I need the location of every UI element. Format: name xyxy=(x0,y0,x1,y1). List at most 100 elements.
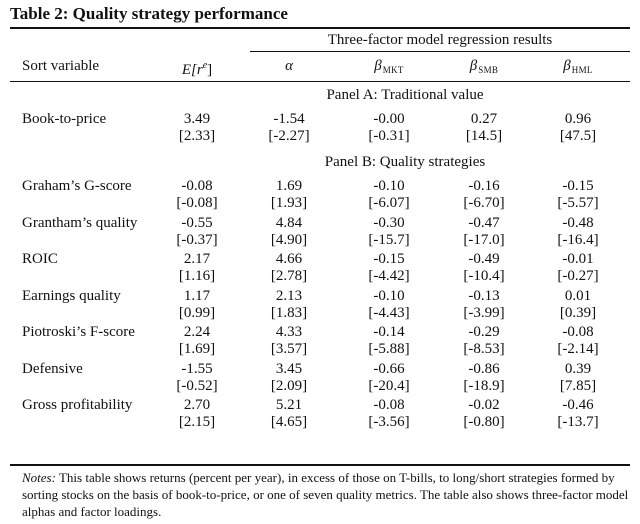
table-cell-value: 2.24 xyxy=(183,324,211,340)
row-label: Earnings quality xyxy=(22,287,121,304)
table-cell-tstat: [-4.42] xyxy=(368,268,410,284)
table-cell-value: -0.86 xyxy=(468,360,500,377)
table-cell-tstat: [4.90] xyxy=(270,231,308,248)
table-cell-value: 0.39 xyxy=(564,360,592,377)
table-cell-tstat: [-17.0] xyxy=(463,231,505,248)
table-cell-value: 1.69 xyxy=(275,178,303,194)
header-rule xyxy=(10,81,630,82)
table-cell-value: -0.10 xyxy=(373,287,405,304)
row-label: Gross profitability xyxy=(22,397,133,413)
table-cell-tstat: [-0.27] xyxy=(557,268,599,284)
table-cell-value: 1.17 xyxy=(183,287,211,304)
table-cell-tstat: [-2.27] xyxy=(268,128,310,144)
table-cell-tstat: [-6.07] xyxy=(368,195,410,211)
table-cell-value: -0.00 xyxy=(373,111,405,127)
table-cell-tstat: [-3.99] xyxy=(463,304,505,321)
table-cell-value: -0.66 xyxy=(373,360,405,377)
beta-mkt-header: βMKT xyxy=(374,58,404,75)
table-cell-tstat: [-6.70] xyxy=(463,195,505,211)
table-cell-value: 3.49 xyxy=(183,111,211,127)
table-cell-tstat: [-10.4] xyxy=(463,268,505,284)
table-cell-value: 5.21 xyxy=(275,397,303,413)
table-cell-value: 0.01 xyxy=(564,287,592,304)
notes-label: Notes: xyxy=(22,470,56,485)
table-cell-tstat: [-0.08] xyxy=(176,195,218,211)
table-cell-value: 2.17 xyxy=(183,251,211,267)
table-cell-tstat: [1.93] xyxy=(270,195,308,211)
table-cell-value: -0.46 xyxy=(562,397,594,413)
table-cell-tstat: [-0.80] xyxy=(463,414,505,430)
table-cell-tstat: [2.15] xyxy=(178,414,216,430)
sort-variable-header: Sort variable xyxy=(22,58,100,74)
table-cell-value: -0.48 xyxy=(562,214,594,231)
table-cell-value: -0.15 xyxy=(562,178,594,194)
table-cell-value: -0.30 xyxy=(373,214,405,231)
table-cell-tstat: [1.69] xyxy=(178,341,216,357)
table-cell-tstat: [-2.14] xyxy=(557,341,599,357)
table-cell-value: -0.15 xyxy=(373,251,405,267)
beta-smb-header: βSMB xyxy=(469,58,499,75)
table-cell-value: -0.08 xyxy=(562,324,594,340)
expected-return-header: E[re] xyxy=(181,60,213,78)
table-cell-tstat: [-20.4] xyxy=(368,377,410,394)
table-cell-value: 4.66 xyxy=(275,251,303,267)
table-cell-tstat: [2.78] xyxy=(270,268,308,284)
table-cell-tstat: [4.65] xyxy=(270,414,308,430)
table-title: Table 2: Quality strategy performance xyxy=(10,4,288,23)
table-cell-value: -0.08 xyxy=(373,397,405,413)
table-cell-tstat: [-18.9] xyxy=(463,377,505,394)
table-cell-value: -0.55 xyxy=(181,214,213,231)
row-label: Grantham’s quality xyxy=(22,214,138,231)
table-cell-value: -0.29 xyxy=(468,324,500,340)
panel-title: Panel B: Quality strategies xyxy=(324,154,486,170)
table-cell-value: 2.70 xyxy=(183,397,211,413)
table-cell-value: -1.55 xyxy=(181,360,213,377)
table-notes: Notes: This table shows returns (percent… xyxy=(22,469,630,520)
table-cell-tstat: [0.99] xyxy=(178,304,216,321)
table-cell-value: 0.96 xyxy=(564,111,592,127)
table-cell-value: 3.45 xyxy=(275,360,303,377)
table-cell-value: -0.13 xyxy=(468,287,500,304)
table-cell-value: -0.01 xyxy=(562,251,594,267)
table-cell-tstat: [-15.7] xyxy=(368,231,410,248)
table-cell-value: -0.10 xyxy=(373,178,405,194)
table-cell-tstat: [-0.31] xyxy=(368,128,410,144)
group-header: Three-factor model regression results xyxy=(327,32,553,48)
panel-title: Panel A: Traditional value xyxy=(326,87,484,103)
table-cell-value: -0.08 xyxy=(181,178,213,194)
table-cell-tstat: [2.33] xyxy=(178,128,216,144)
table-cell-value: -0.47 xyxy=(468,214,500,231)
table-cell-value: -0.14 xyxy=(373,324,405,340)
table-cell-tstat: [-13.7] xyxy=(557,414,599,430)
row-label: Defensive xyxy=(22,360,83,377)
row-label: ROIC xyxy=(22,251,58,267)
row-label: Piotroski’s F-score xyxy=(22,324,135,340)
table-cell-tstat: [1.16] xyxy=(178,268,216,284)
table-cell-tstat: [-5.88] xyxy=(368,341,410,357)
notes-text: This table shows returns (percent per ye… xyxy=(22,470,629,519)
table-cell-tstat: [3.57] xyxy=(270,341,308,357)
table-cell-tstat: [47.5] xyxy=(559,128,597,144)
table-cell-tstat: [-4.43] xyxy=(368,304,410,321)
group-rule xyxy=(250,51,630,52)
table-cell-tstat: [2.09] xyxy=(270,377,308,394)
table-cell-value: -1.54 xyxy=(273,111,305,127)
beta-hml-header: βHML xyxy=(563,58,593,75)
alpha-header: α xyxy=(285,58,293,74)
top-rule xyxy=(10,27,630,29)
table-cell-tstat: [-0.37] xyxy=(176,231,218,248)
table-cell-value: 4.84 xyxy=(275,214,303,231)
row-label: Book-to-price xyxy=(22,111,107,127)
table-cell-value: 0.27 xyxy=(470,111,498,127)
table-cell-tstat: [-3.56] xyxy=(368,414,410,430)
table-cell-value: -0.49 xyxy=(468,251,500,267)
table-cell-tstat: [-16.4] xyxy=(557,231,599,248)
table-cell-value: -0.02 xyxy=(468,397,500,413)
table-cell-tstat: [0.39] xyxy=(559,304,597,321)
bottom-rule xyxy=(10,464,630,466)
table-cell-value: 2.13 xyxy=(275,287,303,304)
table-cell-tstat: [-0.52] xyxy=(176,377,218,394)
table-cell-tstat: [7.85] xyxy=(559,377,597,394)
table-cell-value: -0.16 xyxy=(468,178,500,194)
